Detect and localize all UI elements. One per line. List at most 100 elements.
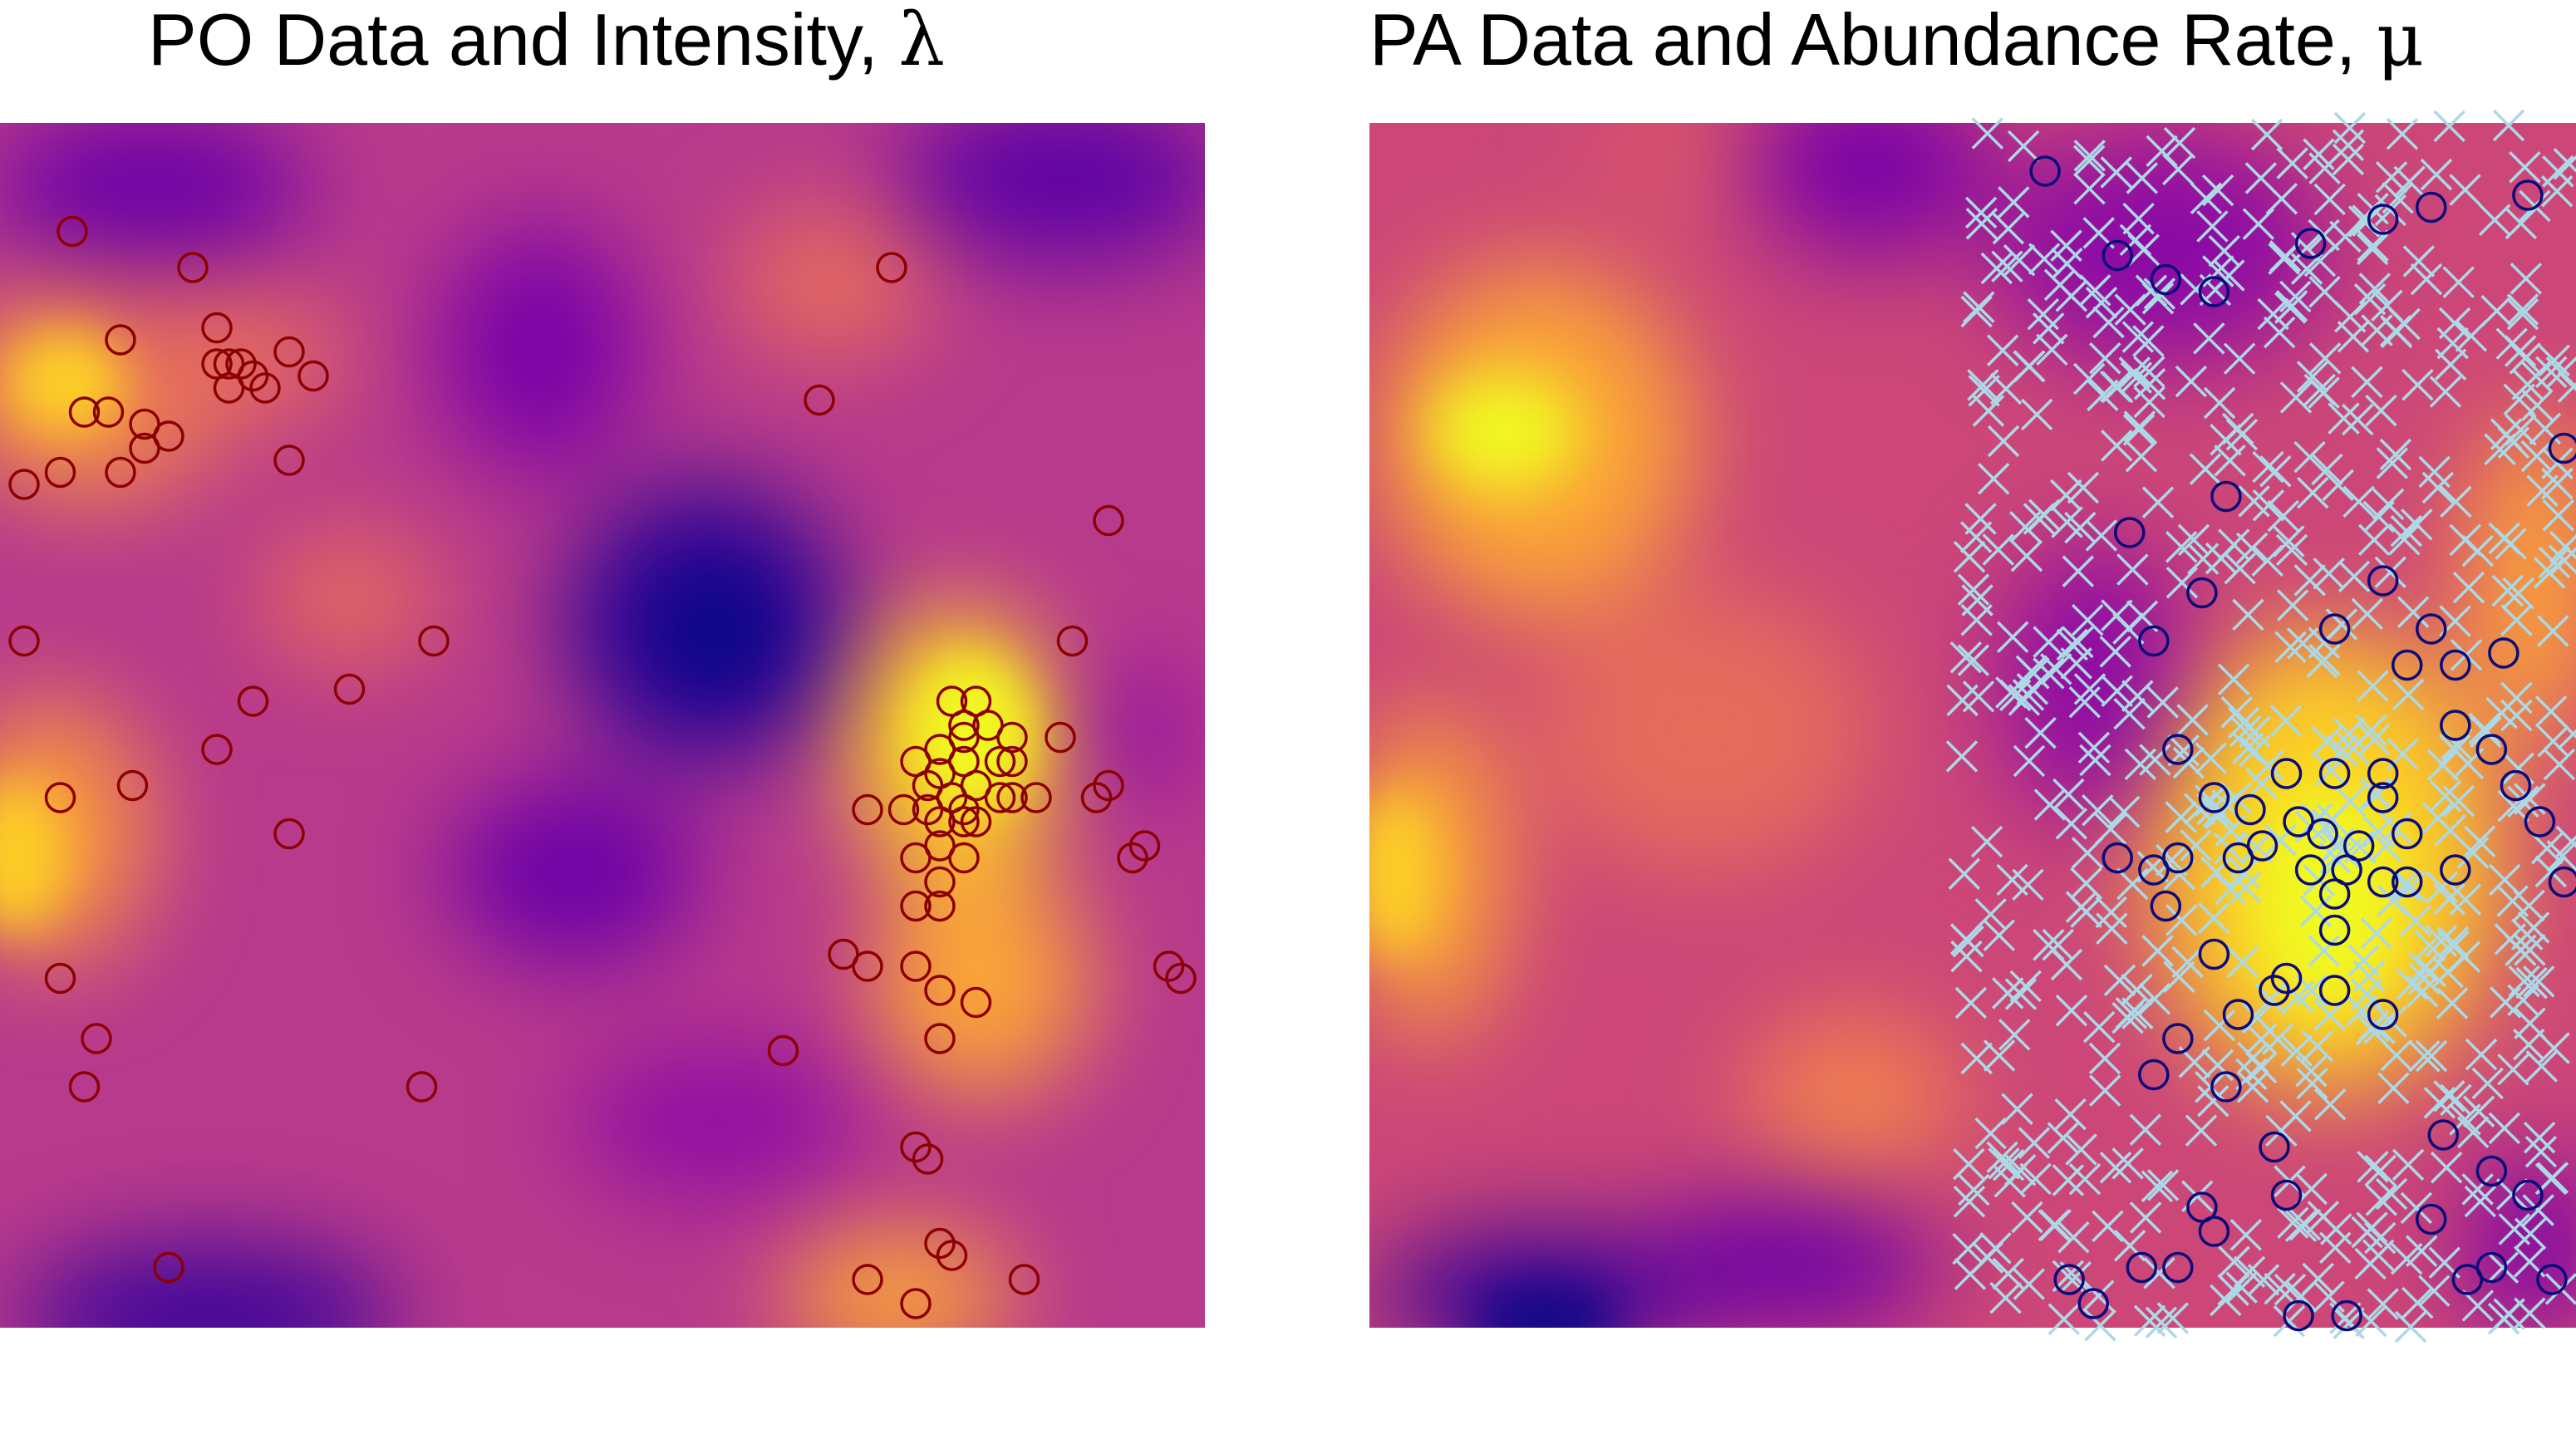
absence-marker <box>2190 182 2223 215</box>
absence-marker <box>2442 266 2475 298</box>
absence-marker <box>2121 680 2154 712</box>
presence-point <box>1093 504 1124 537</box>
absence-marker <box>2118 356 2151 389</box>
presence-point <box>116 769 149 802</box>
absence-marker <box>2333 1307 2365 1339</box>
absence-marker <box>2374 556 2406 588</box>
presence-point <box>996 782 1028 813</box>
presence-point <box>92 396 125 428</box>
absence-marker <box>2033 788 2067 821</box>
absence-marker <box>2101 675 2133 707</box>
absence-marker <box>2038 1209 2070 1241</box>
presence-point <box>1117 842 1148 874</box>
absence-marker <box>2494 923 2527 955</box>
pa-presence-point <box>2210 1071 2242 1103</box>
pa-presence-point <box>2198 276 2230 307</box>
pa-presence-point <box>2198 1216 2230 1247</box>
presence-point <box>249 372 281 404</box>
absence-marker <box>1998 1019 2031 1051</box>
presence-point <box>1045 721 1076 754</box>
absence-marker <box>2089 342 2121 375</box>
absence-marker <box>2522 1194 2554 1226</box>
absence-marker <box>2313 183 2346 216</box>
absence-marker <box>2557 371 2576 403</box>
presence-point <box>996 721 1028 754</box>
presence-point <box>960 685 992 717</box>
pa-presence-point <box>2367 999 2399 1030</box>
absence-marker <box>2185 1114 2218 1147</box>
absence-marker <box>2042 928 2074 961</box>
presence-point <box>8 625 40 657</box>
pa-presence-point <box>2138 854 2170 886</box>
absence-marker <box>2009 970 2042 1003</box>
absence-marker <box>2296 1067 2328 1100</box>
absence-marker <box>2107 795 2141 828</box>
presence-point <box>900 745 932 778</box>
absence-marker <box>2413 929 2446 962</box>
absence-marker <box>2277 1206 2309 1239</box>
absence-marker <box>2365 1184 2397 1216</box>
presence-point <box>44 962 76 995</box>
absence-marker <box>2229 871 2262 904</box>
absence-marker <box>2285 1280 2318 1313</box>
absence-marker <box>2129 1113 2161 1146</box>
presence-point <box>924 758 956 789</box>
pa-presence-point <box>2475 1155 2508 1187</box>
absence-marker <box>2019 1162 2052 1196</box>
absence-marker <box>2461 1173 2494 1206</box>
absence-marker <box>2430 1151 2463 1184</box>
absence-marker <box>1967 369 1999 401</box>
absence-marker <box>2397 596 2430 629</box>
absence-marker <box>1945 740 1979 773</box>
absence-marker <box>2295 1054 2328 1088</box>
absence-marker <box>2095 896 2127 929</box>
absence-marker <box>2288 1208 2322 1241</box>
absence-marker <box>1991 250 2023 282</box>
absence-marker <box>2456 1116 2490 1149</box>
absence-marker <box>2265 182 2298 215</box>
absence-marker <box>1972 395 2005 427</box>
presence-point <box>177 252 209 283</box>
absence-marker <box>2279 280 2312 313</box>
absence-marker <box>2180 829 2212 862</box>
absence-marker <box>2503 383 2535 416</box>
presence-point <box>1056 625 1089 657</box>
absence-marker <box>2122 414 2156 446</box>
presence-point <box>153 420 184 452</box>
absence-marker <box>2233 1255 2266 1289</box>
pa-presence-point <box>2500 769 2532 802</box>
pa-presence-point <box>2222 999 2254 1030</box>
absence-marker <box>2214 872 2247 906</box>
absence-marker <box>2010 539 2043 572</box>
absence-marker <box>2523 1121 2556 1154</box>
presence-point <box>852 951 883 982</box>
absence-marker <box>2506 297 2539 331</box>
absence-marker <box>2001 1093 2033 1126</box>
absence-marker <box>1974 1117 2007 1150</box>
absence-marker <box>2122 202 2155 235</box>
absence-marker <box>1962 680 1995 713</box>
absence-marker <box>2145 1306 2178 1339</box>
presence-point <box>900 951 932 982</box>
absence-marker <box>2360 917 2392 950</box>
presence-point <box>44 782 76 813</box>
marks-layer <box>8 109 2576 1343</box>
absence-marker <box>2263 316 2296 349</box>
pa-presence-point <box>2331 1299 2362 1332</box>
absence-marker <box>2004 978 2038 1010</box>
pa-presence-point <box>2475 1251 2508 1284</box>
absence-marker <box>2217 663 2250 695</box>
absence-marker <box>2094 813 2127 846</box>
absence-marker <box>2332 143 2365 176</box>
absence-marker <box>2123 410 2156 443</box>
presence-point <box>828 938 859 970</box>
absence-marker <box>2382 181 2414 214</box>
absence-marker <box>2455 320 2488 352</box>
absence-marker <box>2121 973 2153 1006</box>
absence-marker <box>2100 430 2133 462</box>
absence-marker <box>2358 273 2392 305</box>
absence-marker <box>2050 479 2082 512</box>
absence-marker <box>2018 1127 2051 1159</box>
absence-marker <box>2043 268 2077 302</box>
